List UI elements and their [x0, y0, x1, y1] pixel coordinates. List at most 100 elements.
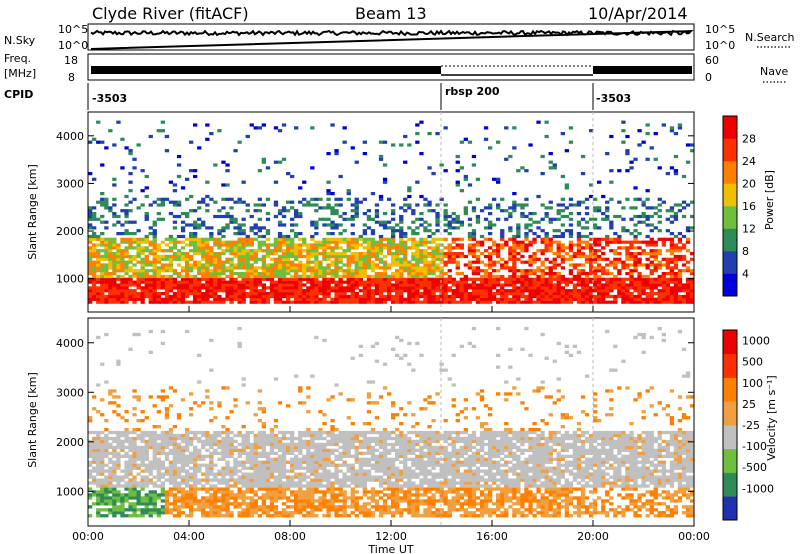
heatmap-cell: [338, 197, 343, 201]
heatmap-cell: [205, 240, 210, 244]
heatmap-cell: [330, 280, 335, 284]
heatmap-cell: [281, 433, 287, 438]
heatmap-cell: [92, 177, 97, 181]
heatmap-cell: [176, 283, 182, 287]
heatmap-cell: [168, 277, 174, 281]
heatmap-cell: [213, 297, 218, 301]
heatmap-cell: [358, 289, 363, 293]
heatmap-cell: [419, 283, 424, 287]
heatmap-cell: [552, 217, 557, 221]
heatmap-cell: [572, 203, 578, 207]
heatmap-cell: [516, 232, 521, 236]
heatmap-cell: [459, 292, 464, 296]
heatmap-cell: [225, 436, 230, 441]
heatmap-cell: [471, 237, 477, 241]
heatmap-cell: [366, 286, 372, 290]
heatmap-cell: [399, 294, 404, 299]
heatmap-cell: [366, 246, 372, 250]
heatmap-cell: [233, 232, 238, 236]
heatmap-cell: [261, 260, 266, 264]
heatmap-cell: [504, 280, 509, 284]
heatmap-cell: [176, 163, 182, 167]
heatmap-cell: [96, 383, 101, 387]
heatmap-cell: [560, 257, 565, 261]
heatmap-cell: [488, 260, 493, 264]
heatmap-cell: [180, 252, 186, 256]
heatmap-cell: [96, 140, 101, 144]
heatmap-cell: [439, 254, 444, 259]
heatmap-cell: [108, 457, 113, 461]
heatmap-cell: [132, 292, 137, 296]
heatmap-cell: [245, 254, 250, 259]
heatmap-cell: [233, 226, 238, 230]
heatmap-cell: [269, 266, 275, 270]
heatmap-cell: [88, 212, 93, 216]
heatmap-cell: [273, 272, 279, 276]
heatmap-cell: [508, 206, 513, 210]
heatmap-cell: [100, 220, 105, 224]
heatmap-cell: [92, 277, 97, 281]
heatmap-cell: [439, 289, 444, 293]
heatmap-cell: [205, 254, 210, 259]
heatmap-cell: [314, 272, 319, 276]
heatmap-cell: [100, 280, 105, 284]
heatmap-cell: [261, 257, 266, 261]
heatmap-cell: [261, 502, 266, 506]
heatmap-cell: [193, 478, 198, 482]
heatmap-cell: [261, 407, 266, 411]
heatmap-cell: [560, 132, 565, 136]
heatmap-cell: [88, 234, 93, 239]
heatmap-cell: [504, 217, 509, 221]
heatmap-cell: [443, 286, 448, 290]
heatmap-cell: [116, 254, 121, 259]
heatmap-cell: [508, 246, 513, 250]
heatmap-cell: [500, 237, 505, 241]
heatmap-cell: [597, 243, 602, 247]
heatmap-cell: [374, 283, 380, 287]
heatmap-cell: [407, 263, 412, 267]
heatmap-cell: [273, 457, 279, 461]
heatmap-cell: [241, 481, 246, 485]
heatmap-cell: [100, 439, 105, 444]
heatmap-cell: [241, 257, 246, 261]
heatmap-cell: [269, 490, 275, 494]
heatmap-cell: [209, 132, 214, 136]
heatmap-cell: [540, 277, 545, 281]
heatmap-cell: [556, 300, 561, 304]
heatmap-cell: [277, 246, 283, 250]
heatmap-cell: [124, 514, 129, 518]
heatmap-cell: [132, 463, 137, 467]
heatmap-cell: [245, 490, 250, 494]
heatmap-cell: [552, 166, 557, 170]
heatmap-cell: [382, 246, 388, 250]
heatmap-cell: [471, 260, 477, 264]
heatmap-cell: [625, 263, 630, 267]
heatmap-cell: [435, 289, 440, 293]
heatmap-cell: [637, 232, 642, 236]
heatmap-cell: [564, 300, 569, 304]
heatmap-cell: [144, 186, 149, 190]
heatmap-cell: [302, 300, 307, 304]
heatmap-cell: [128, 514, 133, 518]
heatmap-cell: [673, 257, 679, 261]
heatmap-cell: [496, 277, 501, 281]
heatmap-cell: [213, 448, 218, 452]
heatmap-cell: [148, 493, 153, 497]
heatmap-cell: [649, 300, 654, 304]
heatmap-cell: [281, 487, 287, 491]
heatmap-cell: [136, 274, 141, 279]
heatmap-cell: [677, 286, 683, 290]
heatmap-cell: [500, 234, 505, 239]
heatmap-cell: [209, 300, 214, 304]
heatmap-cell: [193, 294, 198, 299]
heatmap-cell: [265, 481, 271, 485]
heatmap-cell: [148, 511, 153, 515]
heatmap-cell: [148, 481, 153, 485]
heatmap-cell: [140, 419, 145, 423]
heatmap-cell: [625, 286, 630, 290]
heatmap-cell: [488, 252, 493, 256]
heatmap-cell: [100, 232, 105, 236]
heatmap-cell: [237, 229, 242, 233]
heatmap-cell: [576, 220, 582, 224]
heatmap-cell: [669, 272, 675, 276]
